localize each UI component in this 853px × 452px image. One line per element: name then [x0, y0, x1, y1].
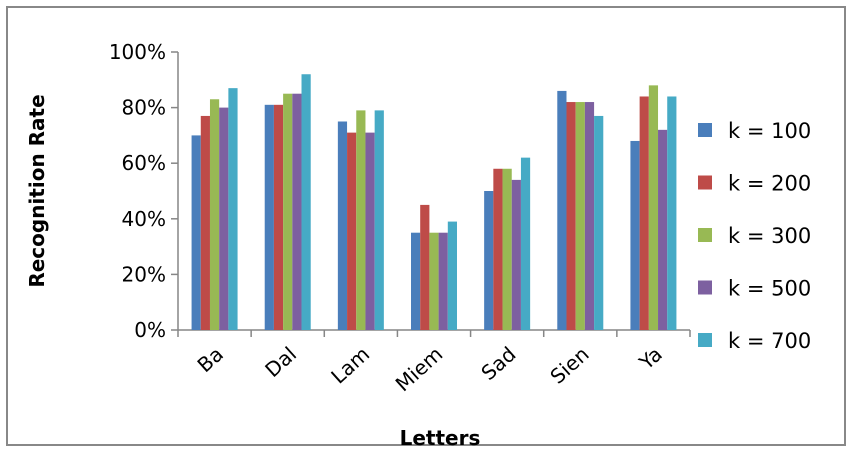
legend-entry-label: k = 500 [728, 277, 811, 301]
bar-sien-k700 [594, 115, 604, 330]
bar-ba-k100 [191, 135, 201, 330]
bar-lam-k100 [337, 121, 348, 330]
x-tick-label: Ba [193, 342, 228, 377]
bar-ya-k500 [658, 129, 668, 330]
y-tick-label: 100% [109, 40, 166, 64]
bar-sad-k200 [493, 168, 503, 330]
bar-sad-k100 [484, 191, 494, 330]
bar-sien-k300 [575, 102, 585, 330]
bar-lam-k500 [365, 132, 375, 330]
legend-swatch [698, 123, 712, 137]
x-tick-label: Miem [391, 342, 448, 396]
x-tick-label: Sad [476, 342, 520, 385]
x-tick-label: Dal [260, 342, 301, 382]
y-axis-label: Recognition Rate [25, 94, 49, 287]
y-tick-label: 20% [122, 262, 166, 286]
bar-miem-k100 [411, 232, 421, 330]
bar-lam-k700 [374, 110, 384, 330]
bar-dal-k300 [283, 93, 293, 330]
x-axis-label: Letters [400, 426, 481, 450]
legend-entry-label: k = 200 [728, 172, 811, 196]
y-tick-label: 0% [134, 318, 166, 342]
bar-sad-k500 [511, 179, 521, 330]
bar-sien-k500 [584, 102, 595, 330]
legend-swatch [698, 228, 712, 242]
bar-lam-k300 [356, 110, 366, 330]
legend-entry-label: k = 100 [728, 119, 811, 143]
bar-sad-k700 [520, 157, 531, 330]
bar-sad-k300 [502, 168, 512, 330]
x-tick-label: Sien [545, 342, 593, 389]
y-axis: 0% 20% 40% 60% 80% 100% [109, 40, 179, 342]
legend-entry-label: k = 300 [728, 224, 811, 248]
x-tick-label: Lam [326, 342, 374, 389]
bar-sien-k200 [566, 102, 576, 330]
bar-sien-k100 [557, 90, 567, 330]
bar-lam-k200 [347, 132, 357, 330]
legend-swatch [698, 280, 712, 295]
legend-swatch [698, 333, 712, 347]
legend: k = 100 k = 200 k = 300 k = 500 k = 700 [698, 119, 811, 353]
bar-ba-k700 [228, 88, 238, 330]
bar-ba-k300 [209, 99, 220, 330]
bar-dal-k700 [301, 74, 311, 331]
bar-dal-k100 [264, 104, 274, 330]
x-tick-label: Ya [634, 342, 667, 375]
bar-miem-k200 [420, 204, 430, 330]
legend-swatch [698, 175, 712, 190]
bar-ya-k300 [648, 85, 659, 330]
y-tick-label: 80% [122, 96, 166, 120]
bar-dal-k200 [273, 104, 284, 330]
bar-ya-k700 [667, 96, 677, 330]
bar-miem-k300 [429, 232, 439, 330]
y-tick-label: 40% [122, 207, 166, 231]
bars [191, 74, 677, 331]
legend-entry-label: k = 700 [728, 329, 811, 353]
bar-ya-k100 [630, 140, 640, 330]
bar-miem-k500 [438, 232, 448, 330]
y-tick-label: 60% [122, 151, 166, 175]
bar-miem-k700 [447, 221, 457, 330]
bar-dal-k500 [292, 93, 302, 330]
bar-ba-k500 [219, 107, 229, 330]
bar-ya-k200 [639, 96, 649, 330]
bar-ba-k200 [200, 115, 210, 330]
x-axis: Ba Dal Lam Miem Sad Sien Ya [177, 329, 691, 396]
